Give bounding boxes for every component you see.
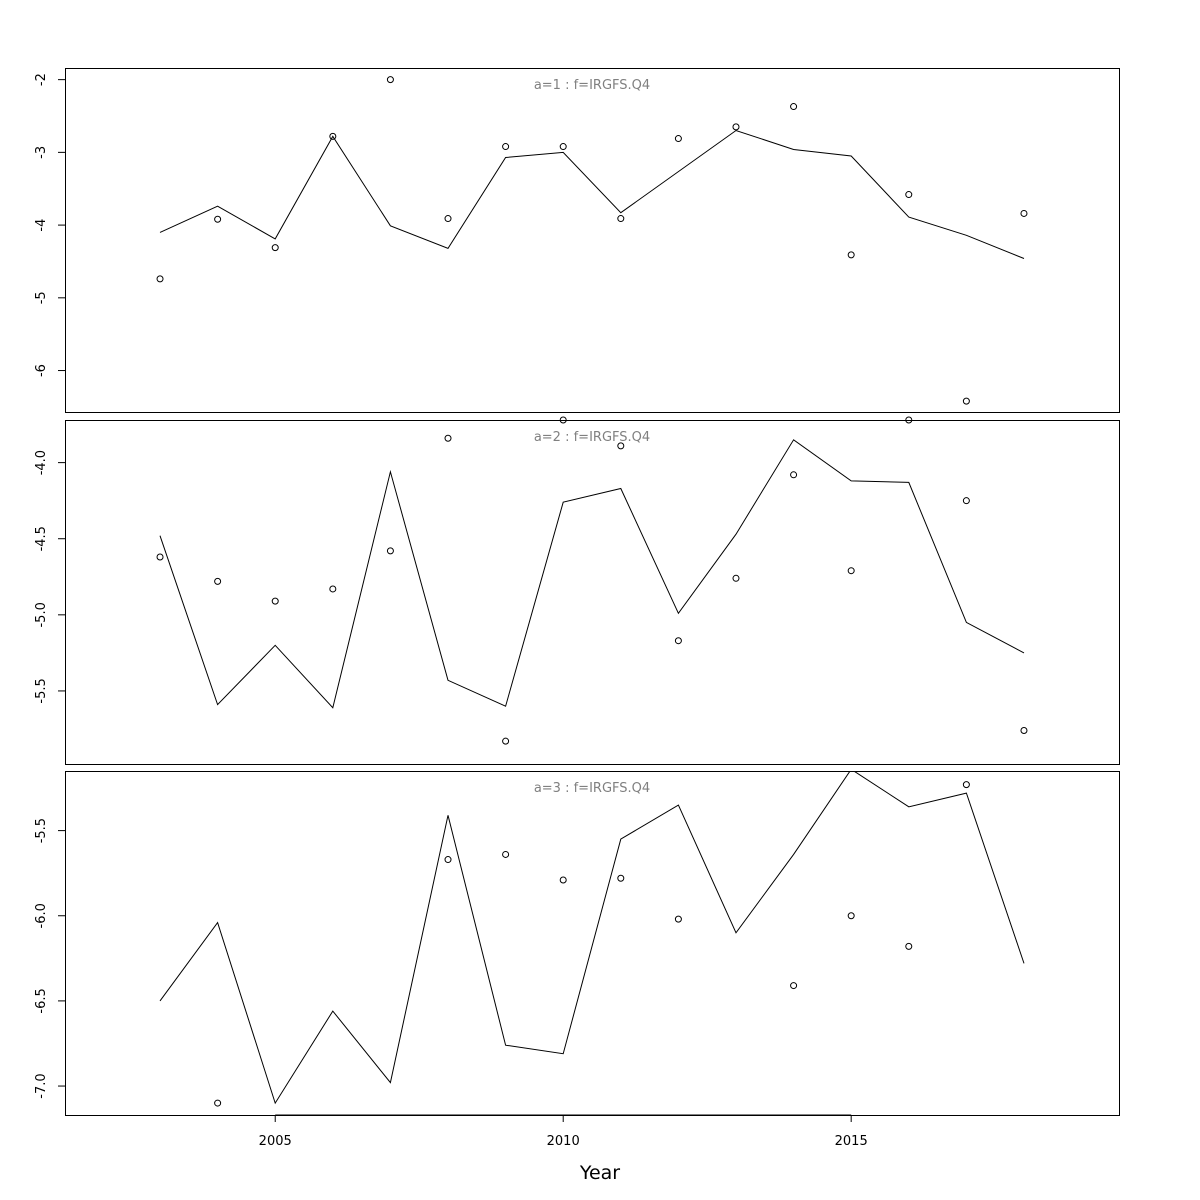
- observed-point: [617, 215, 625, 223]
- observed-point: [962, 397, 970, 405]
- y-tick-label: -6.0: [34, 903, 49, 928]
- observed-point: [386, 547, 394, 555]
- panels-layer: a=1 : f=IRGFS.Q4 -2 -3 -4 -5 -6 a=2 : f=IRGFS.…: [34, 68, 1120, 1116]
- observed-point: [617, 874, 625, 882]
- observed-point: [156, 553, 164, 561]
- y-tick-label: -4.5: [34, 526, 49, 551]
- panel-frame: [65, 420, 1120, 765]
- y-tick-label: -6: [34, 364, 49, 377]
- observed-point: [559, 416, 567, 424]
- panel-title: a=3 : f=IRGFS.Q4: [534, 781, 650, 796]
- observed-point: [502, 737, 510, 745]
- y-tick-label: -6.5: [34, 988, 49, 1013]
- observed-point: [444, 856, 452, 864]
- y-tick-label: -5: [34, 291, 49, 304]
- observed-point: [732, 574, 740, 582]
- panel-plot-area: [159, 129, 1025, 259]
- panel-title: a=2 : f=IRGFS.Q4: [534, 430, 650, 445]
- observed-point: [502, 143, 510, 151]
- observed-point: [962, 497, 970, 505]
- panel-plot-area: [159, 771, 1025, 1105]
- observed-point: [1020, 727, 1028, 735]
- observed-point: [559, 143, 567, 151]
- x-tick-label: 2010: [547, 1134, 580, 1149]
- x-tick-label: 2015: [835, 1134, 868, 1149]
- observed-point: [559, 876, 567, 884]
- y-tick-label: -4: [34, 219, 49, 232]
- observed-point: [271, 244, 279, 252]
- y-tick-label: -5.5: [34, 818, 49, 843]
- panel-1: a=1 : f=IRGFS.Q4 -2 -3 -4 -5 -6: [34, 68, 1120, 413]
- panel-plot-area: [159, 439, 1025, 709]
- observed-point: [905, 416, 913, 424]
- observed-point: [156, 275, 164, 283]
- observed-point: [790, 471, 798, 479]
- observed-point: [905, 942, 913, 950]
- observed-point: [905, 191, 913, 199]
- observed-point: [214, 215, 222, 223]
- observed-point: [271, 597, 279, 605]
- observed-point: [617, 442, 625, 450]
- observed-point: [790, 982, 798, 990]
- panel-title: a=1 : f=IRGFS.Q4: [534, 78, 650, 93]
- observed-point: [1020, 209, 1028, 217]
- y-tick-label: -2: [34, 73, 49, 86]
- observed-point: [214, 1099, 222, 1107]
- panel-2: a=2 : f=IRGFS.Q4 -4.0 -4.5 -5.0 -5.5: [34, 416, 1120, 765]
- observed-point: [962, 781, 970, 789]
- y-tick-label: -5.0: [34, 602, 49, 627]
- x-axis: 2005 2010 2015: [259, 1114, 868, 1149]
- observed-point: [444, 215, 452, 223]
- observed-point: [674, 637, 682, 645]
- observed-point: [444, 434, 452, 442]
- observed-point: [674, 915, 682, 923]
- panel-3: a=3 : f=IRGFS.Q4 -5.5 -6.0 -6.5 -7.0: [34, 771, 1120, 1116]
- observed-point: [502, 850, 510, 858]
- fitted-line: [159, 129, 1025, 259]
- y-tick-label: -7.0: [34, 1073, 49, 1098]
- observed-point: [847, 912, 855, 920]
- y-tick-label: -4.0: [34, 450, 49, 475]
- observed-point: [847, 567, 855, 575]
- observed-point: [214, 577, 222, 585]
- observed-point: [732, 123, 740, 131]
- observed-point: [329, 132, 337, 140]
- x-axis-label: Year: [579, 1162, 620, 1184]
- y-tick-label: -5.5: [34, 678, 49, 703]
- y-tick-label: -3: [34, 146, 49, 159]
- observed-point: [386, 76, 394, 84]
- observed-point: [329, 585, 337, 593]
- observed-point: [674, 135, 682, 143]
- fitted-line: [159, 771, 1025, 1105]
- observed-point: [847, 251, 855, 259]
- x-tick-label: 2005: [259, 1134, 292, 1149]
- fitted-line: [159, 439, 1025, 709]
- panel-frame: [65, 68, 1120, 413]
- observed-point: [790, 103, 798, 111]
